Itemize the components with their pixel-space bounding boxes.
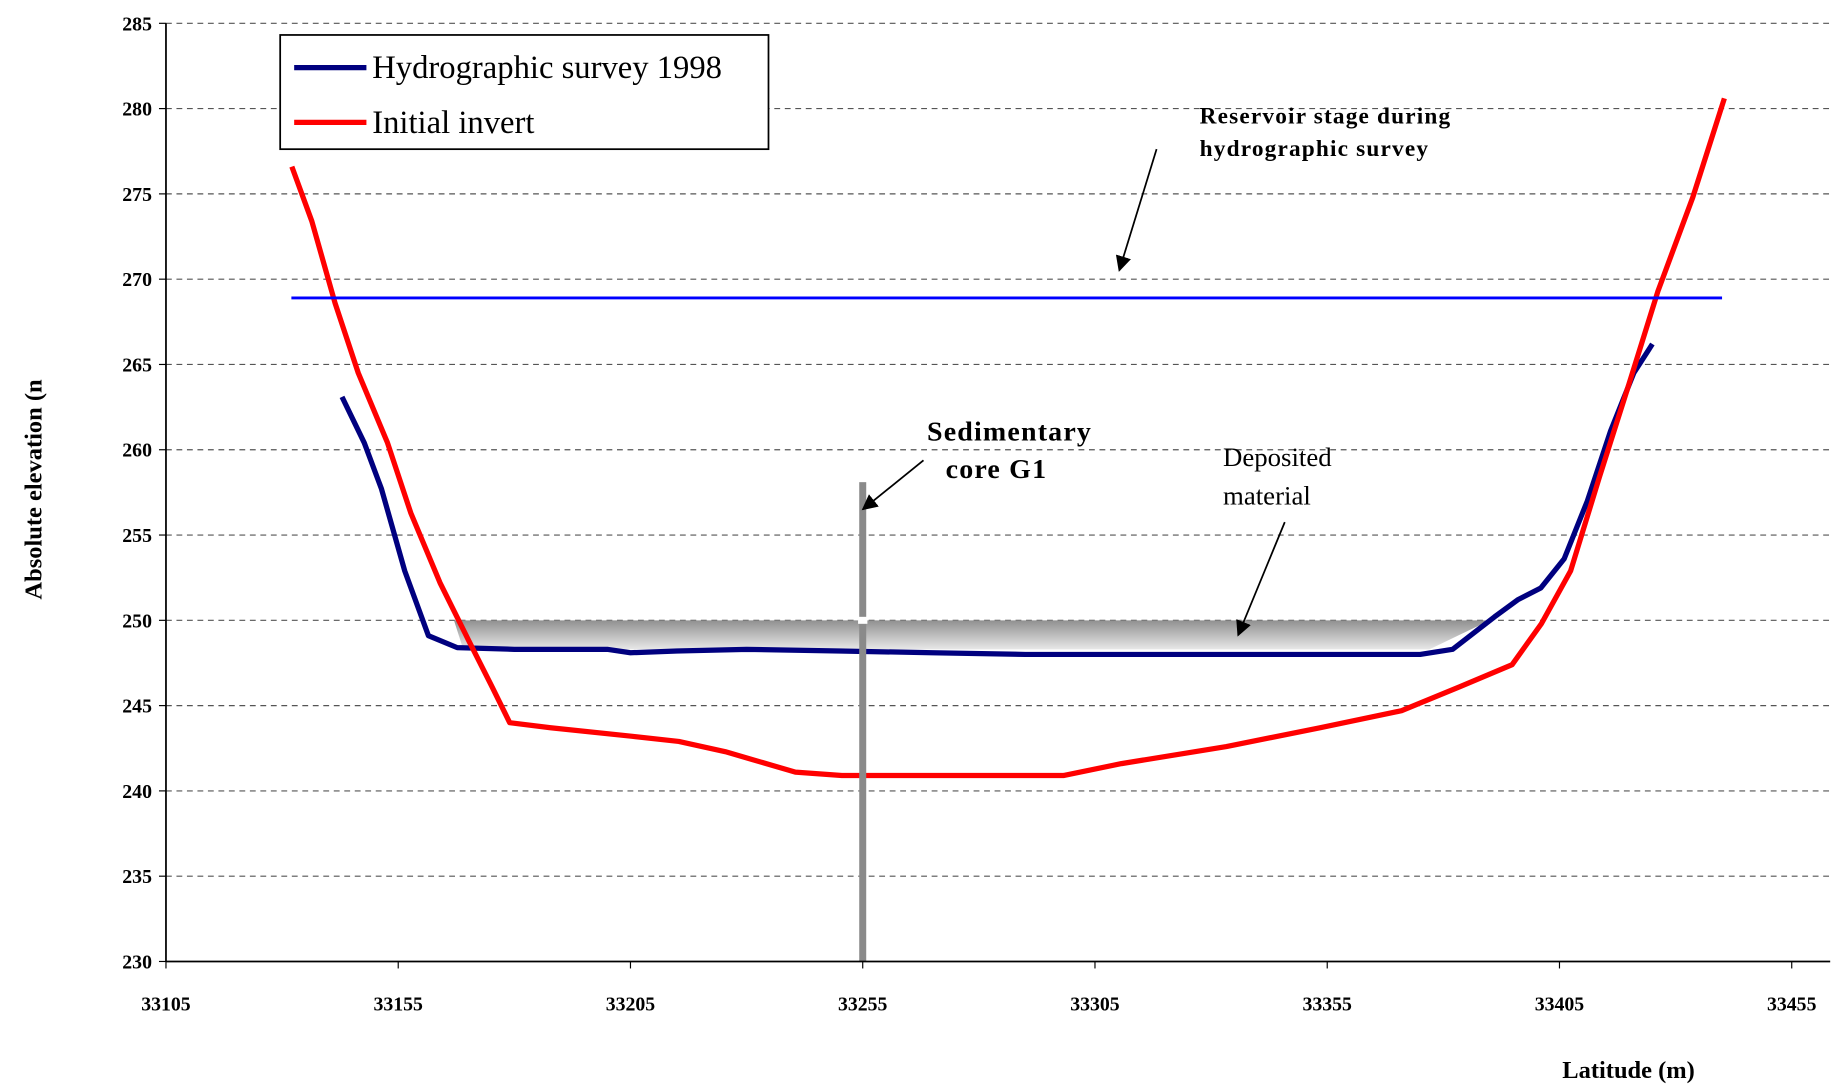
x-tick-label: 33155: [373, 993, 423, 1015]
core-gap: [858, 616, 868, 624]
y-tick-label: 270: [122, 269, 152, 291]
legend-label: Initial invert: [372, 105, 534, 141]
annotation: Reservoir stage during: [1200, 104, 1452, 130]
core: [859, 482, 867, 962]
y-tick-label: 250: [122, 610, 152, 632]
x-tick-label: 33105: [141, 993, 191, 1015]
arrow: [1236, 521, 1286, 637]
x-axis-label: Latitude (m): [1562, 1057, 1695, 1084]
y-tick-label: 260: [122, 440, 152, 462]
x-tick-label: 33455: [1767, 993, 1817, 1015]
y-tick-label: 230: [122, 951, 152, 973]
annotation: hydrographic survey: [1200, 136, 1429, 162]
y-tick-label: 280: [122, 99, 152, 121]
x-tick-label: 33205: [606, 993, 656, 1015]
y-tick-label: 285: [122, 13, 152, 35]
annotation: Sedimentary: [927, 417, 1092, 448]
series-line: [339, 342, 1655, 658]
annotation: Deposited: [1223, 442, 1332, 472]
y-tick-label: 255: [122, 525, 152, 547]
series-line: [289, 97, 1727, 779]
y-axis-label: Absolute elevation (n: [20, 379, 47, 600]
deposit: [453, 620, 1490, 650]
arrow: [1115, 148, 1158, 272]
x-tick-label: 33405: [1535, 993, 1585, 1015]
y-tick-label: 235: [122, 866, 152, 888]
annotation: material: [1223, 481, 1311, 511]
annotation: core G1: [946, 454, 1048, 485]
y-tick-label: 275: [122, 184, 152, 206]
legend: [279, 34, 770, 151]
arrow: [861, 459, 925, 511]
y-tick-label: 265: [122, 354, 152, 376]
x-tick-label: 33255: [838, 993, 888, 1015]
x-tick-label: 33355: [1302, 993, 1352, 1015]
y-tick-label: 245: [122, 696, 152, 718]
legend-label: Hydrographic survey 1998: [372, 50, 722, 86]
y-tick-label: 240: [122, 781, 152, 803]
x-tick-label: 33305: [1070, 993, 1120, 1015]
